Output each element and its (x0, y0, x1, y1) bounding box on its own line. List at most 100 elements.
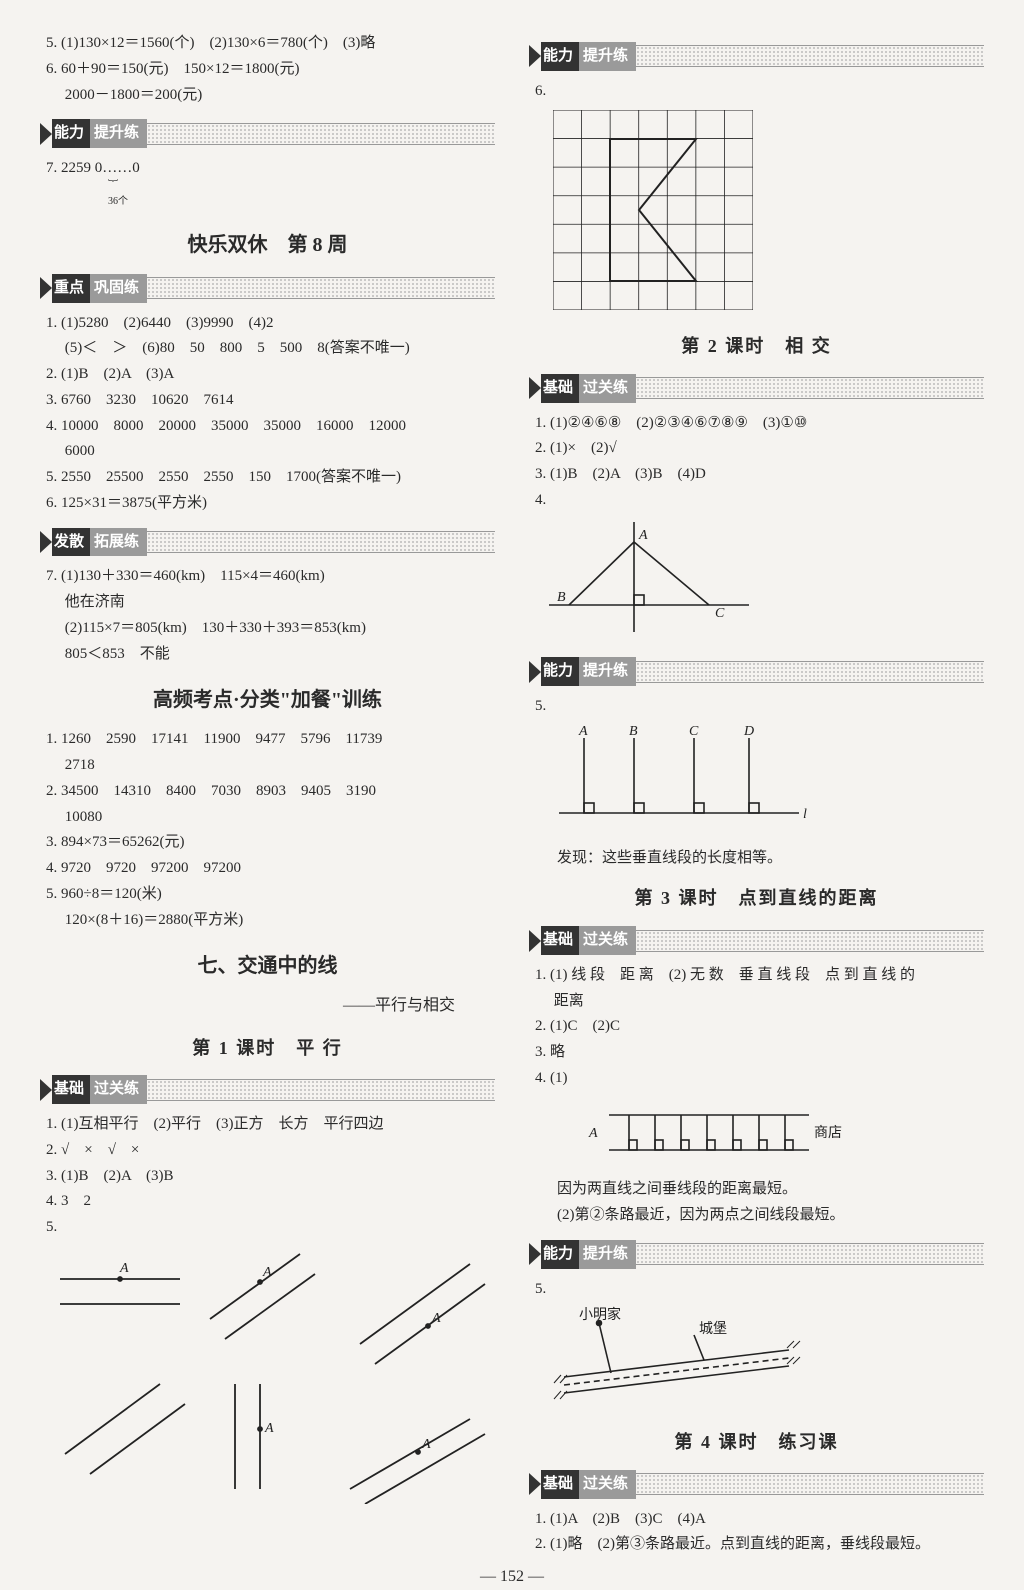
finding-line: 发现：这些垂直线段的长度相等。 (557, 846, 984, 871)
section-dark: 能力 (52, 119, 90, 148)
section-mid: 过关练 (579, 926, 636, 955)
section-basic-4: 基础 过关练 (529, 1470, 984, 1499)
section-mid: 过关练 (579, 374, 636, 403)
label-A: A (431, 1311, 441, 1326)
section-dark: 能力 (541, 42, 579, 71)
section-ability-2: 能力 提升练 (529, 42, 984, 71)
label-C: C (715, 606, 725, 621)
text-line: 4. 10000 8000 20000 35000 35000 16000 12… (46, 414, 495, 439)
text-line: 3. 894×73＝65262(元) (46, 830, 495, 855)
section-dark: 基础 (541, 1470, 579, 1499)
section-mid: 巩固练 (90, 274, 147, 303)
label-A: A (262, 1265, 272, 1280)
section-mid: 提升练 (579, 42, 636, 71)
q6-label: 6. (535, 79, 984, 104)
section-diverge: 发散 拓展练 (40, 528, 495, 557)
chevron-icon (40, 123, 52, 145)
perpendicular-diagram: A B C D l (539, 723, 984, 842)
heading-traffic: 七、交通中的线 (40, 950, 495, 983)
text-line: 5. (1)130×12＝1560(个) (2)130×6＝780(个) (3)… (46, 31, 495, 56)
chevron-icon (40, 531, 52, 553)
text-line: 7. (1)130＋330＝460(km) 115×4＝460(km) (46, 564, 495, 589)
text-line: 1. (1)A (2)B (3)C (4)A (535, 1507, 984, 1532)
section-basic-2: 基础 过关练 (529, 374, 984, 403)
section-mid: 拓展练 (90, 528, 147, 557)
text-line: 4. (1) (535, 1066, 984, 1091)
section-dark: 能力 (541, 1240, 579, 1269)
label-A: A (588, 1126, 598, 1141)
text-line: 2. (1)C (2)C (535, 1014, 984, 1039)
section-ability-3: 能力 提升练 (529, 657, 984, 686)
chevron-icon (529, 1243, 541, 1265)
label-A: A (119, 1261, 129, 1276)
text-line: 2. (1)B (2)A (3)A (46, 362, 495, 387)
parallel-svg: A A A A A (50, 1244, 490, 1504)
label-castle: 城堡 (699, 1321, 727, 1337)
text-line: 3. (1)B (2)A (3)B (4)D (535, 462, 984, 487)
text-line: 2. (1)× (2)√ (535, 436, 984, 461)
section-ability-4: 能力 提升练 (529, 1240, 984, 1269)
section-dark: 重点 (52, 274, 90, 303)
label-B: B (629, 724, 638, 739)
right-column: 能力 提升练 6. 第 2 课时 相 交 基础 过关练 1. (1)②④⑥⑧ (… (529, 30, 984, 1558)
text-line: 6. 125×31＝3875(平方米) (46, 491, 495, 516)
text-line: 10080 (46, 805, 495, 830)
lesson-3-heading: 第 3 课时 点到直线的距离 (529, 884, 984, 914)
dots-fill (636, 377, 984, 399)
dots-fill (636, 661, 984, 683)
text-line: 1. (1)5280 (2)6440 (3)9990 (4)2 (46, 311, 495, 336)
text-line: 1. (1)②④⑥⑧ (2)②③④⑥⑦⑧⑨ (3)①⑩ (535, 411, 984, 436)
castle-svg: 小明家 城堡 (539, 1305, 819, 1405)
text-line: 距离 (535, 989, 984, 1014)
grid-svg (553, 110, 753, 310)
chevron-icon (529, 377, 541, 399)
text-line: 5. 960÷8＝120(米) (46, 882, 495, 907)
dots-fill (147, 1079, 495, 1101)
page-number-value: 152 (500, 1568, 524, 1585)
label-B: B (557, 590, 566, 605)
lesson-2-heading: 第 2 课时 相 交 (529, 332, 984, 362)
text-line: (5)＜ ＞ (6)80 50 800 5 500 8(答案不唯一) (46, 336, 495, 361)
text-line: 5. (46, 1215, 495, 1240)
text-line: 6000 (46, 439, 495, 464)
q5-label: 5. (535, 694, 984, 719)
section-key: 重点 巩固练 (40, 274, 495, 303)
lesson-4-heading: 第 4 课时 练习课 (529, 1428, 984, 1458)
section-mid: 过关练 (579, 1470, 636, 1499)
text-line: 4. 9720 9720 97200 97200 (46, 856, 495, 881)
q5-label: 5. (535, 1277, 984, 1302)
text-line: 1. (1)互相平行 (2)平行 (3)正方 长方 平行四边 (46, 1112, 495, 1137)
heading-gaopin: 高频考点·分类"加餐"训练 (40, 684, 495, 717)
text-line: 2. (1)略 (2)第③条路最近。点到直线的距离，垂线段最短。 (535, 1532, 984, 1557)
label-A: A (578, 724, 588, 739)
text-line: 120×(8＋16)＝2880(平方米) (46, 908, 495, 933)
text-line: (2)115×7＝805(km) 130＋330＋393＝853(km) (46, 616, 495, 641)
parallel-diagram: A A A A A (50, 1244, 495, 1513)
dots-fill (147, 123, 495, 145)
chevron-icon (529, 930, 541, 952)
dots-fill (636, 1243, 984, 1265)
lesson-1-heading: 第 1 课时 平 行 (40, 1034, 495, 1064)
chevron-icon (40, 1079, 52, 1101)
section-dark: 能力 (541, 657, 579, 686)
text-line: 4. (535, 488, 984, 513)
label-A: A (638, 528, 648, 543)
text-line: 4. 3 2 (46, 1189, 495, 1214)
text-line: 3. 6760 3230 10620 7614 (46, 388, 495, 413)
text-line: 2. 34500 14310 8400 7030 8903 9405 3190 (46, 779, 495, 804)
brace-text: 36个 (108, 196, 128, 207)
label-shop: 商店 (814, 1125, 842, 1141)
section-dark: 发散 (52, 528, 90, 557)
chevron-icon (529, 661, 541, 683)
section-mid: 提升练 (579, 1240, 636, 1269)
text-line: 2. √ × √ × (46, 1138, 495, 1163)
dots-fill (636, 930, 984, 952)
text-line: 因为两直线之间垂线段的距离最短。 (557, 1177, 984, 1202)
section-dark: 基础 (541, 374, 579, 403)
section-mid: 过关练 (90, 1075, 147, 1104)
triangle-svg: A B C (539, 517, 759, 637)
chevron-icon (40, 277, 52, 299)
grid-shape-diagram (553, 110, 984, 319)
label-A: A (421, 1437, 431, 1452)
shop-svg: A 商店 (579, 1095, 859, 1165)
